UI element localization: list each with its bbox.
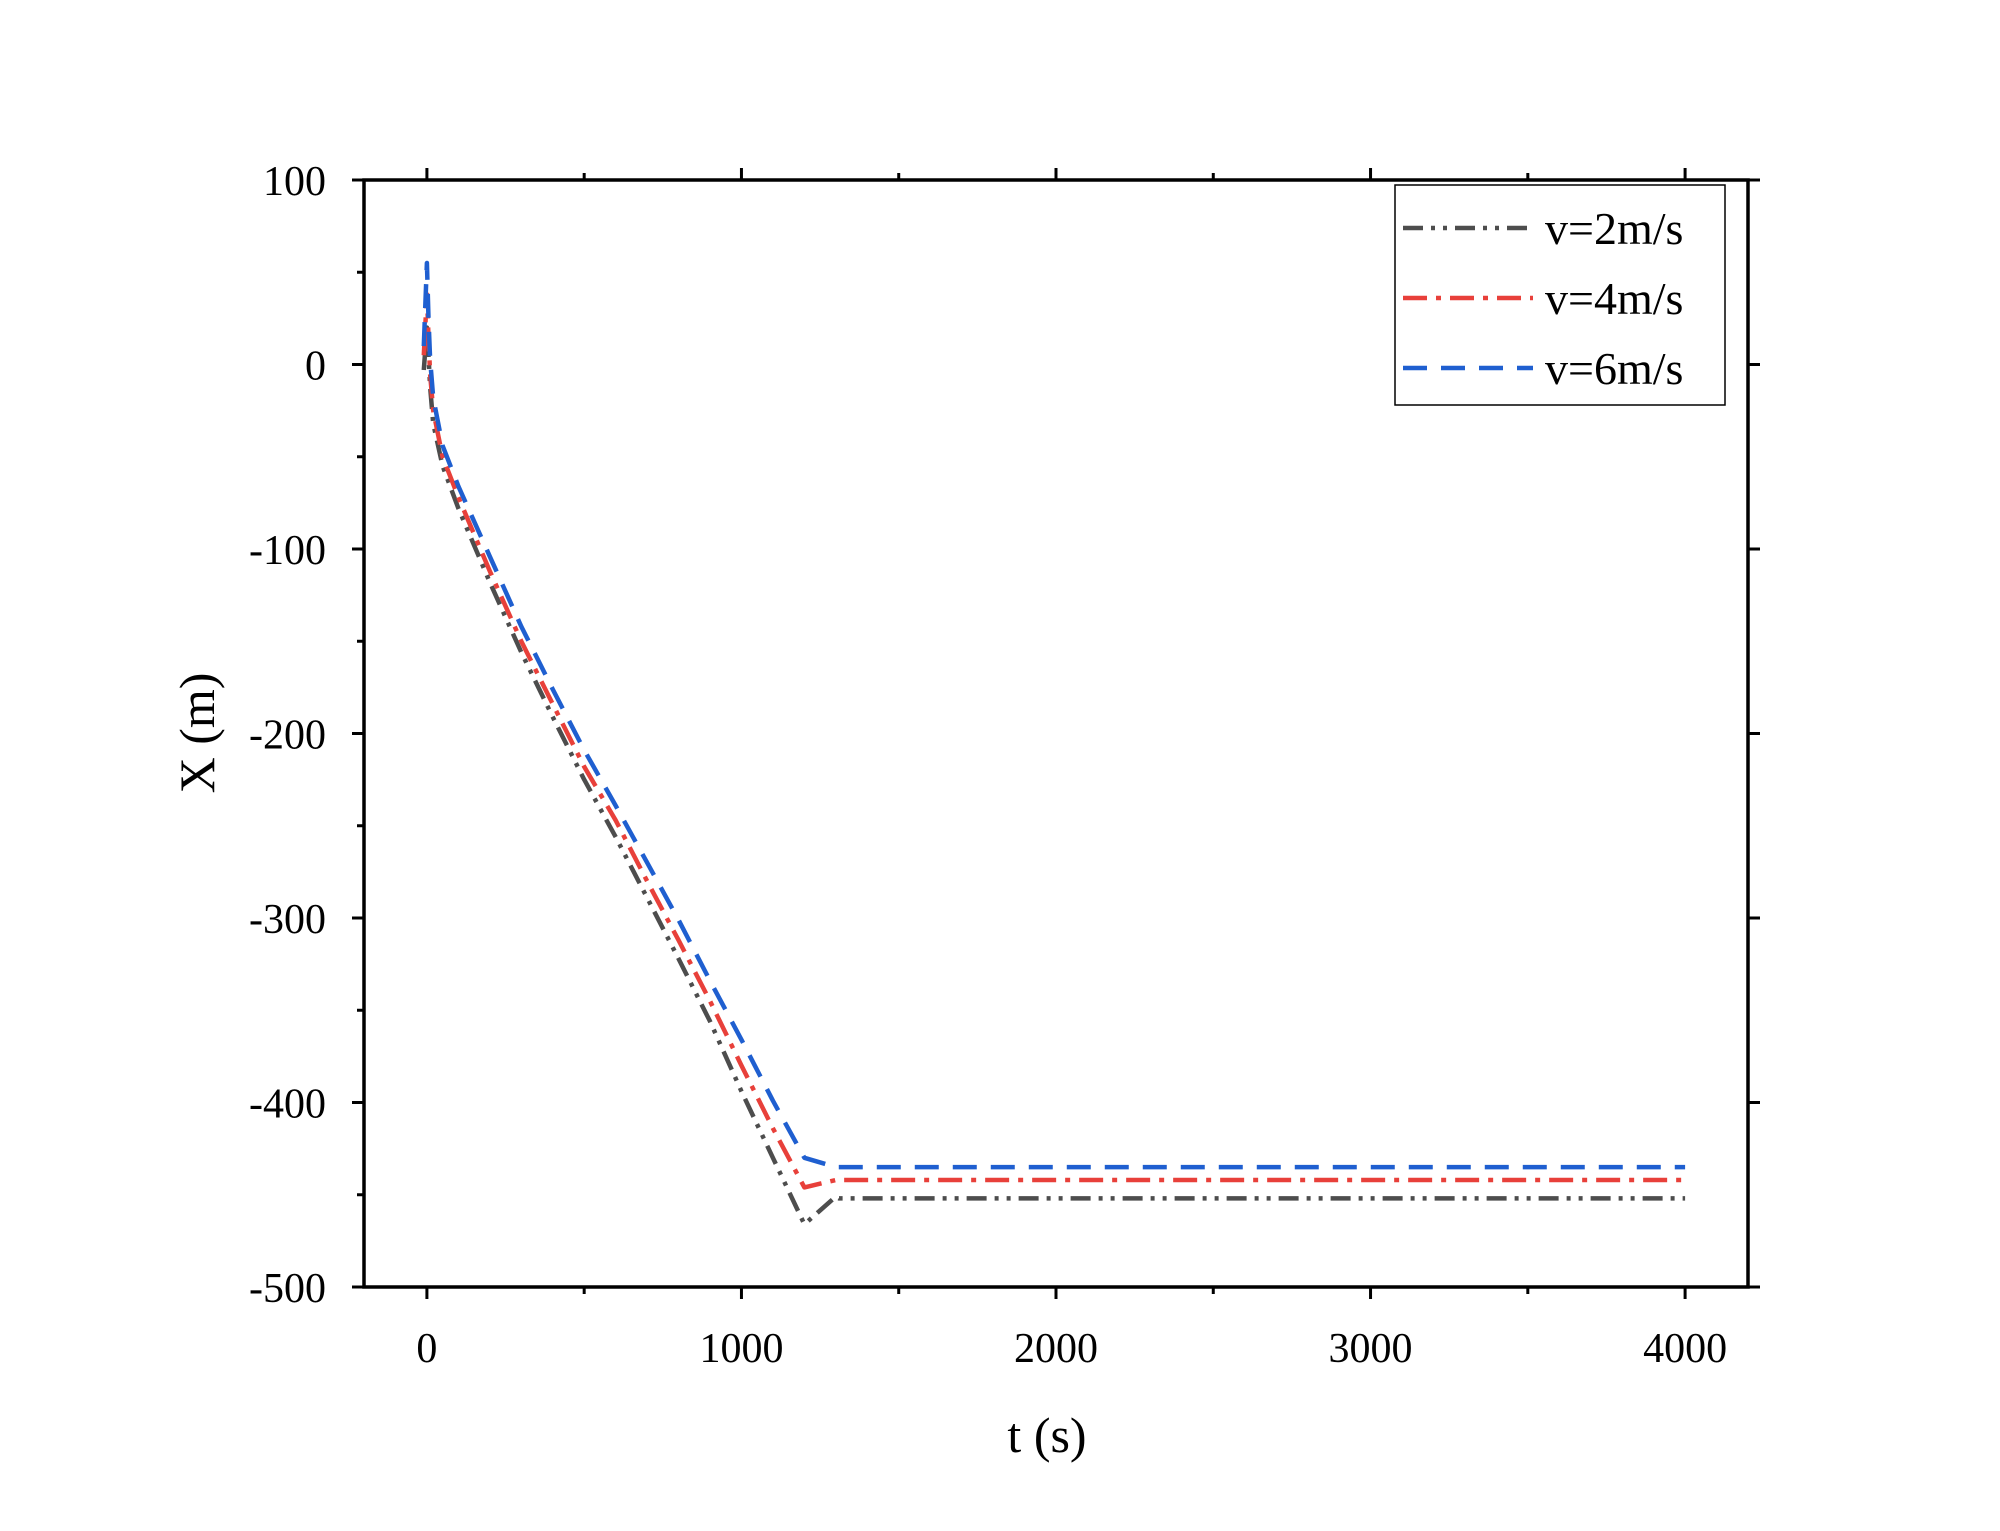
y-tick-label: 100: [263, 159, 326, 205]
x-axis-label: t (s): [1007, 1407, 1086, 1463]
x-tick-label: 4000: [1643, 1326, 1727, 1372]
x-tick-label: 0: [416, 1326, 437, 1372]
y-axis: -500 -400 -300 -200 -100 0 100: [249, 159, 1760, 1312]
y-tick-label: -100: [249, 528, 326, 574]
x-axis: 0 1000 2000 3000 4000: [416, 168, 1727, 1372]
y-tick-label: -400: [249, 1082, 326, 1128]
y-tick-label: -200: [249, 713, 326, 759]
series-line-v-2m-s: [421, 325, 1686, 1227]
y-tick-label: -500: [249, 1266, 326, 1312]
x-tick-label: 3000: [1329, 1326, 1413, 1372]
y-axis-label: X (m): [169, 673, 225, 794]
legend-label-v2: v=2m/s: [1545, 203, 1683, 254]
series-line-v-4m-s: [421, 292, 1686, 1190]
y-tick-label: -300: [249, 897, 326, 943]
series-layer: [421, 260, 1686, 1227]
y-tick-label: 0: [305, 344, 326, 390]
legend: v=2m/s v=4m/s v=6m/s: [1394, 184, 1726, 406]
series-line-v-6m-s: [421, 260, 1686, 1170]
x-tick-label: 1000: [699, 1326, 783, 1372]
x-tick-label: 2000: [1014, 1326, 1098, 1372]
legend-label-v6: v=6m/s: [1545, 343, 1683, 394]
legend-label-v4: v=4m/s: [1545, 273, 1683, 324]
